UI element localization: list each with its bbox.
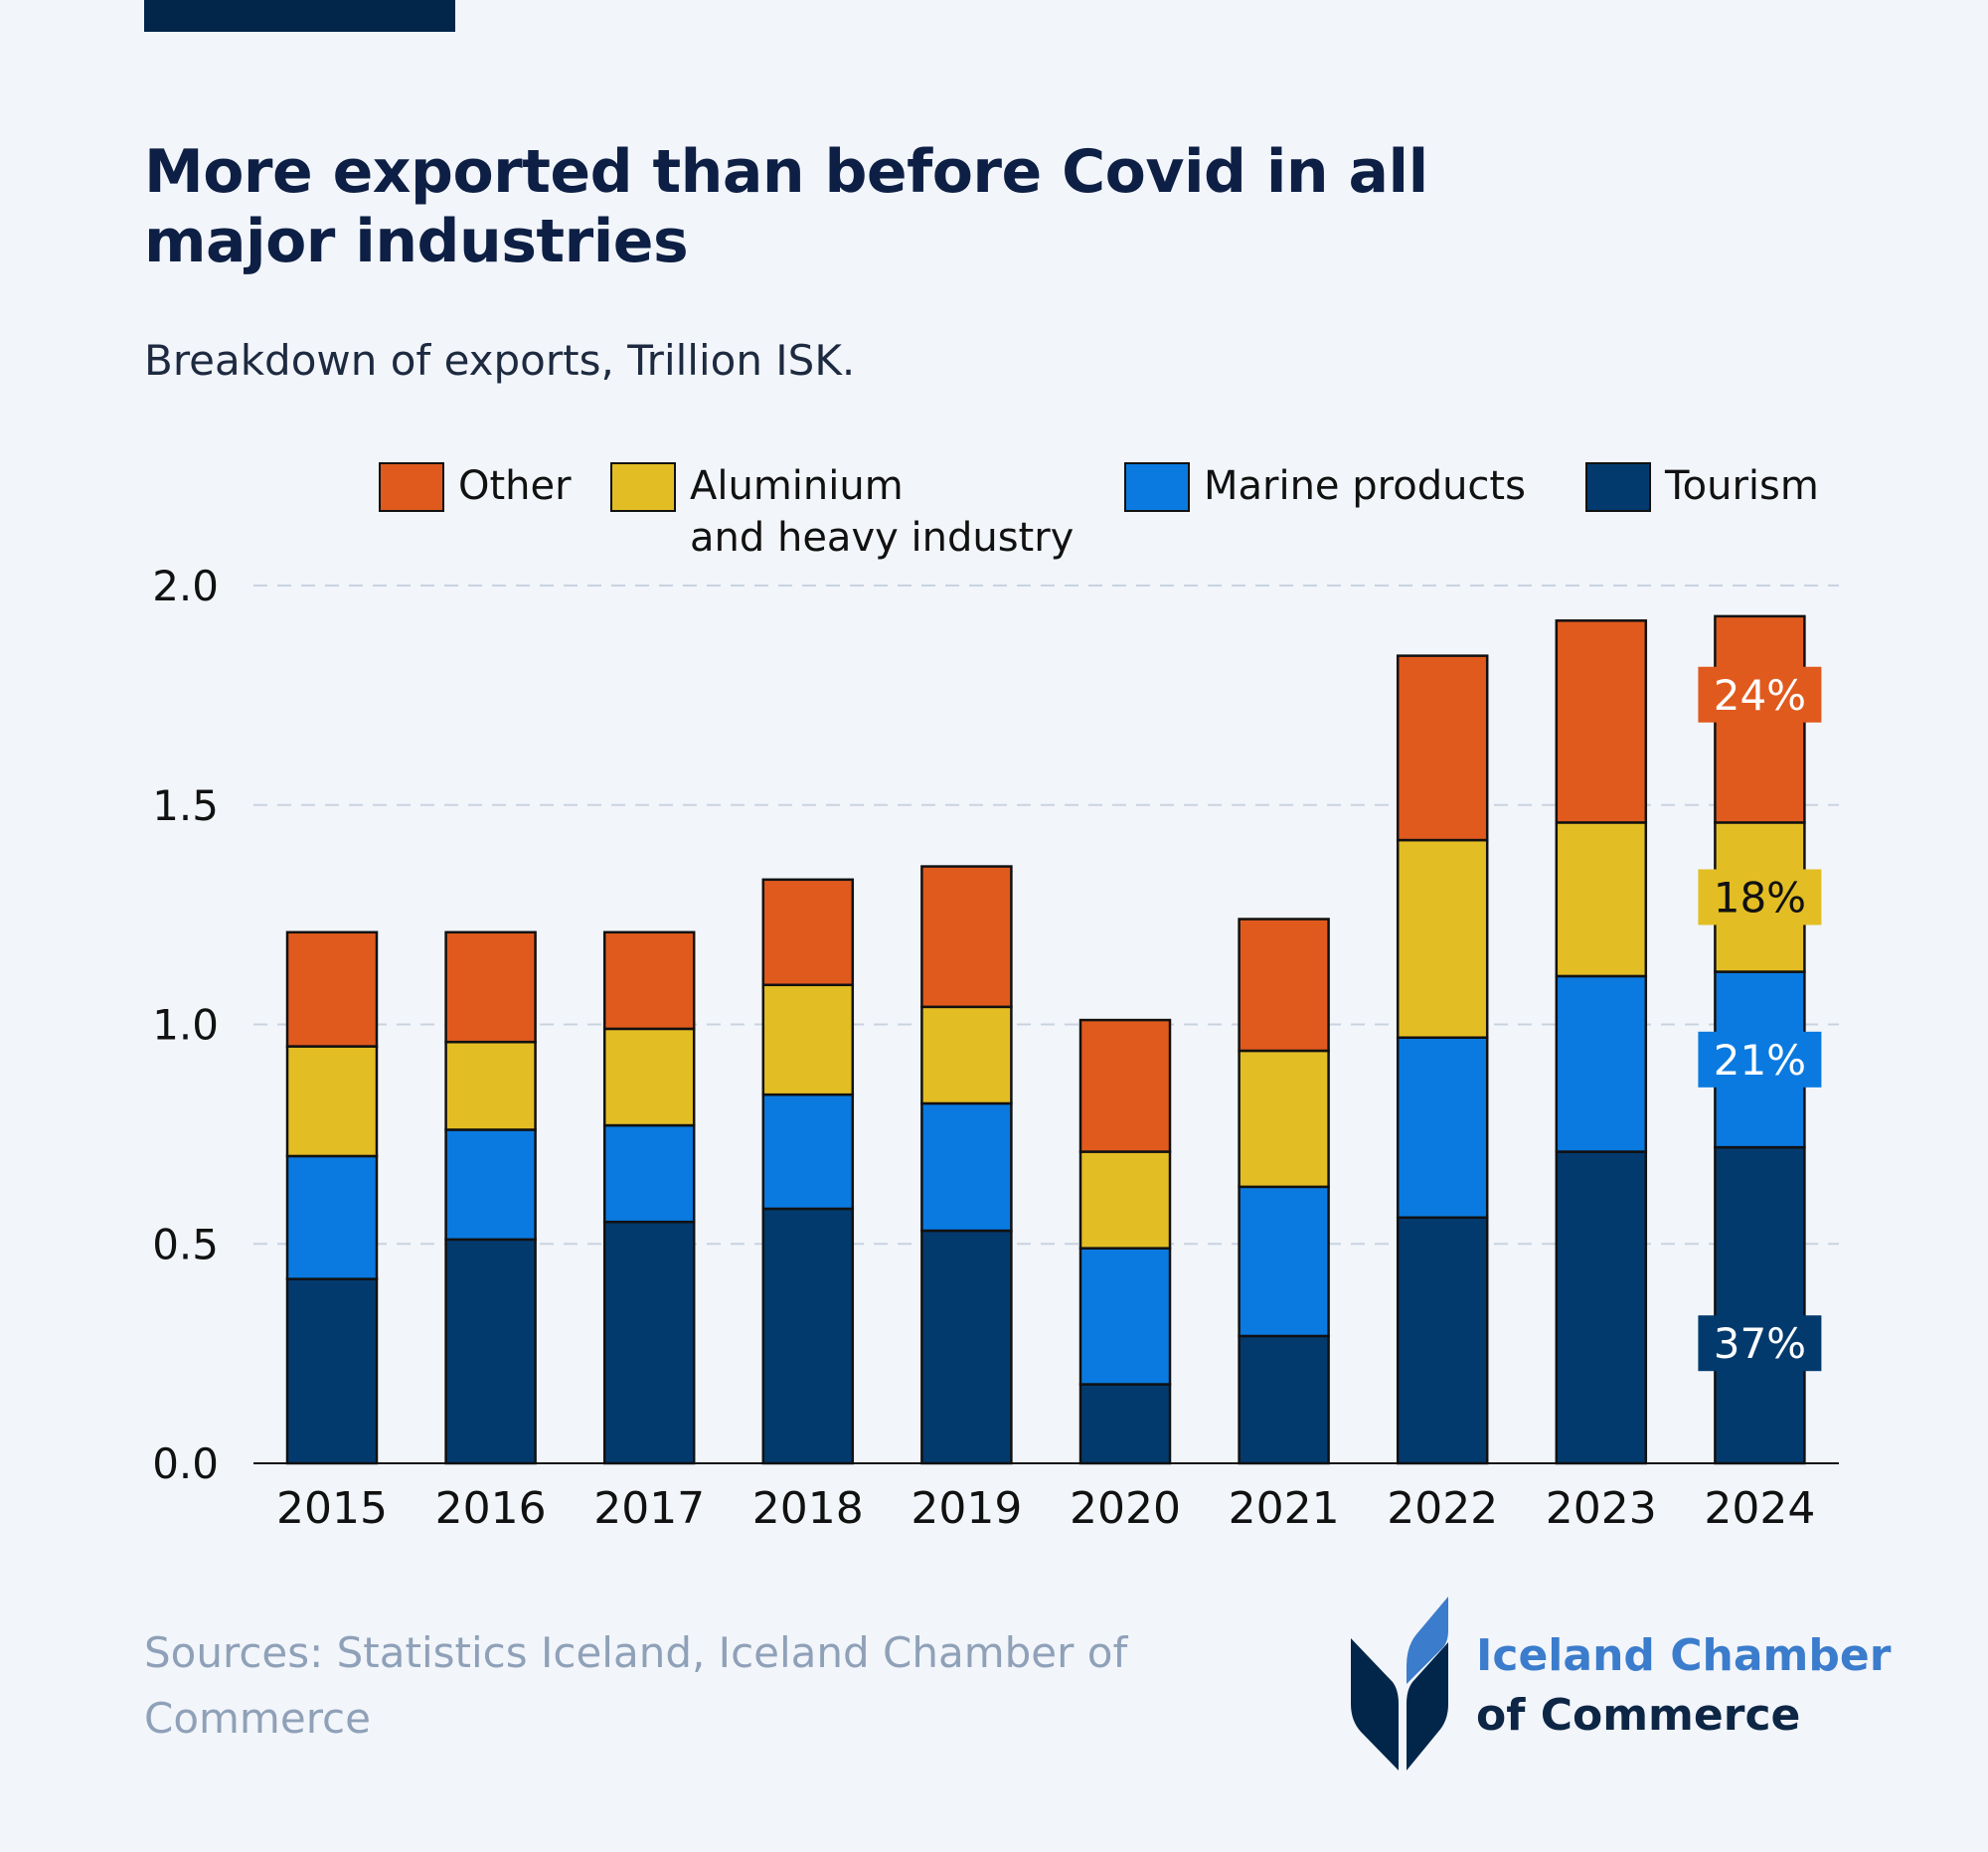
logo-text-line2: of Commerce: [1476, 1690, 1801, 1741]
chart-subtitle: Breakdown of exports, Trillion ISK.: [144, 336, 856, 385]
bar-other-2023: [1555, 619, 1648, 824]
annotation-label: 24%: [1714, 671, 1806, 720]
bar-marine-products-2016: [444, 1128, 537, 1242]
bar-marine-products-2021: [1238, 1185, 1330, 1338]
bar-tourism-2018: [761, 1207, 855, 1465]
bar-other-2019: [920, 865, 1013, 1009]
annotation-label: 18%: [1714, 873, 1806, 922]
annotation-label: 37%: [1714, 1319, 1806, 1368]
bar-aluminium-and-heavy-industry-2017: [602, 1027, 696, 1127]
annotation-box: [1698, 869, 1822, 926]
y-tick-label: 1.0: [152, 1001, 219, 1050]
bar-aluminium-and-heavy-industry-2021: [1238, 1049, 1330, 1189]
bar-tourism-2020: [1078, 1383, 1172, 1465]
bar-aluminium-and-heavy-industry-2019: [920, 1005, 1013, 1105]
y-tick-label: 0.5: [152, 1220, 219, 1268]
annotation-box: [1698, 666, 1822, 723]
annotation-label: 21%: [1714, 1036, 1806, 1085]
legend-label-aluminium: Aluminium and heavy industry: [690, 463, 1075, 561]
bar-aluminium-and-heavy-industry-2023: [1555, 821, 1648, 978]
bar-marine-products-2018: [761, 1093, 855, 1211]
bar-tourism-2021: [1238, 1334, 1330, 1465]
bar-other-2020: [1078, 1018, 1172, 1153]
bar-tourism-2015: [285, 1277, 379, 1465]
x-tick-label: 2017: [593, 1483, 705, 1534]
x-tick-label: 2021: [1229, 1483, 1340, 1534]
x-tick-label: 2016: [435, 1483, 547, 1534]
x-tick-label: 2024: [1704, 1483, 1815, 1534]
bar-aluminium-and-heavy-industry-2022: [1396, 838, 1489, 1039]
bar-tourism-2024: [1714, 1145, 1806, 1465]
bar-tourism-2016: [444, 1238, 537, 1465]
legend-label-other: Other: [458, 463, 572, 509]
chart-title: More exported than before Covid in all m…: [144, 137, 1428, 276]
bar-other-2016: [444, 930, 537, 1044]
chamber-logo-icon: [1351, 1597, 1448, 1770]
x-tick-label: 2019: [911, 1483, 1022, 1534]
bar-aluminium-and-heavy-industry-2015: [285, 1045, 379, 1158]
legend-swatch-tourism: [1585, 462, 1651, 512]
sources-note: Sources: Statistics Iceland, Iceland Cha…: [144, 1628, 1128, 1743]
bar-marine-products-2023: [1555, 974, 1648, 1153]
bar-marine-products-2017: [602, 1123, 696, 1224]
bar-aluminium-and-heavy-industry-2020: [1078, 1150, 1172, 1250]
legend: Other Aluminium and heavy industry Marin…: [0, 460, 1988, 570]
y-tick-label: 0.0: [152, 1439, 219, 1488]
legend-item-other: Other: [379, 460, 572, 512]
x-tick-label: 2018: [752, 1483, 864, 1534]
y-tick-label: 1.5: [152, 781, 219, 830]
legend-item-aluminium: Aluminium and heavy industry: [610, 460, 1074, 564]
bar-other-2015: [285, 930, 379, 1048]
bar-aluminium-and-heavy-industry-2016: [444, 1040, 537, 1131]
annotation-box: [1698, 1031, 1822, 1088]
legend-item-tourism: Tourism: [1585, 460, 1819, 512]
y-tick-label: 2.0: [152, 562, 219, 610]
bar-other-2017: [602, 930, 696, 1031]
bar-tourism-2023: [1555, 1150, 1648, 1465]
bar-other-2018: [761, 878, 855, 987]
legend-item-marine: Marine products: [1124, 460, 1526, 512]
bar-marine-products-2019: [920, 1101, 1013, 1233]
x-tick-label: 2023: [1546, 1483, 1657, 1534]
bar-tourism-2017: [602, 1220, 696, 1465]
legend-label-tourism: Tourism: [1665, 463, 1819, 509]
bar-tourism-2019: [920, 1229, 1013, 1465]
legend-swatch-aluminium: [610, 462, 676, 512]
bar-tourism-2022: [1396, 1216, 1489, 1465]
top-accent-bar: [144, 0, 455, 32]
legend-swatch-marine: [1124, 462, 1190, 512]
x-tick-label: 2022: [1387, 1483, 1498, 1534]
bar-other-2022: [1396, 654, 1489, 842]
bar-marine-products-2020: [1078, 1247, 1172, 1386]
bar-marine-products-2022: [1396, 1036, 1489, 1220]
legend-label-marine: Marine products: [1204, 463, 1526, 509]
bar-aluminium-and-heavy-industry-2018: [761, 983, 855, 1096]
x-tick-label: 2020: [1070, 1483, 1181, 1534]
logo-text-line1: Iceland Chamber: [1476, 1630, 1892, 1681]
legend-swatch-other: [379, 462, 444, 512]
annotation-box: [1698, 1315, 1822, 1372]
bar-marine-products-2015: [285, 1154, 379, 1280]
bar-other-2021: [1238, 918, 1330, 1053]
x-tick-label: 2015: [276, 1483, 388, 1534]
